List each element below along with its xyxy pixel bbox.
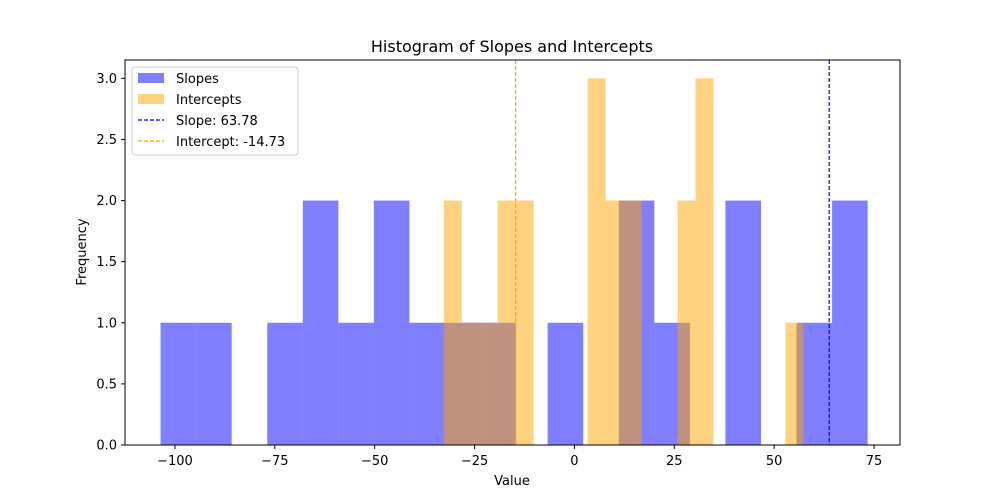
y-tick-label: 0.5: [96, 377, 117, 392]
legend-label: Slope: 63.78: [176, 114, 258, 129]
intercepts-bar: [461, 322, 480, 445]
slopes-bar: [547, 322, 584, 445]
slopes-bar: [409, 322, 445, 445]
slopes-bar: [267, 322, 303, 445]
x-tick-label: 50: [766, 454, 783, 469]
legend-label: Slopes: [176, 72, 219, 87]
y-tick-label: 1.5: [96, 255, 117, 270]
intercepts-bar: [587, 78, 606, 445]
slopes-bar: [373, 200, 410, 445]
y-tick-label: 0.0: [96, 439, 117, 454]
slopes-bar: [832, 200, 868, 445]
plot-frame: [124, 59, 901, 446]
legend-label: Intercept: -14.73: [176, 135, 285, 150]
y-axis-ticks: 0.0 0.5 1.0 1.5 2.0 2.5 3.0: [96, 72, 125, 454]
series-intercepts: [443, 78, 804, 445]
y-tick-label: 1.0: [96, 316, 117, 331]
intercepts-bar: [695, 78, 714, 445]
slopes-bar: [302, 200, 339, 445]
x-tick-label: 0: [570, 454, 578, 469]
legend-label: Intercepts: [176, 93, 242, 108]
histogram-bars: [160, 78, 868, 445]
y-tick-label: 3.0: [96, 72, 117, 87]
legend-swatch: [138, 73, 164, 83]
x-axis-label: Value: [494, 474, 530, 489]
intercepts-bar: [443, 200, 462, 445]
x-tick-label: −75: [261, 454, 288, 469]
intercepts-bar: [623, 200, 642, 445]
legend-box: [131, 66, 299, 156]
reference-lines: [514, 60, 830, 445]
intercepts-bar: [785, 322, 804, 445]
x-tick-label: −100: [157, 454, 193, 469]
y-axis-label: Frequency: [75, 218, 90, 285]
intercepts-bar: [497, 200, 516, 445]
intercepts-bar: [677, 200, 696, 445]
x-tick-label: −25: [461, 454, 488, 469]
slopes-bar: [196, 322, 232, 445]
intercepts-bar: [515, 200, 534, 445]
x-tick-label: −50: [361, 454, 388, 469]
slopes-bar: [160, 322, 197, 445]
intercepts-bar: [479, 322, 498, 445]
y-tick-label: 2.0: [96, 194, 117, 209]
intercepts-bar: [605, 200, 624, 445]
slopes-bar: [725, 200, 761, 445]
x-tick-label: 75: [866, 454, 883, 469]
slopes-bar: [338, 322, 374, 445]
legend: Slopes Intercepts Slope: 63.78 Intercept: -…: [131, 66, 299, 156]
y-tick-label: 2.5: [96, 133, 117, 148]
chart-title: Histogram of Slopes and Intercepts: [371, 37, 653, 56]
x-tick-label: 25: [666, 454, 683, 469]
legend-swatch: [138, 94, 164, 104]
x-axis-ticks: −100 −75 −50 −25 0 25 50 75: [157, 445, 882, 469]
